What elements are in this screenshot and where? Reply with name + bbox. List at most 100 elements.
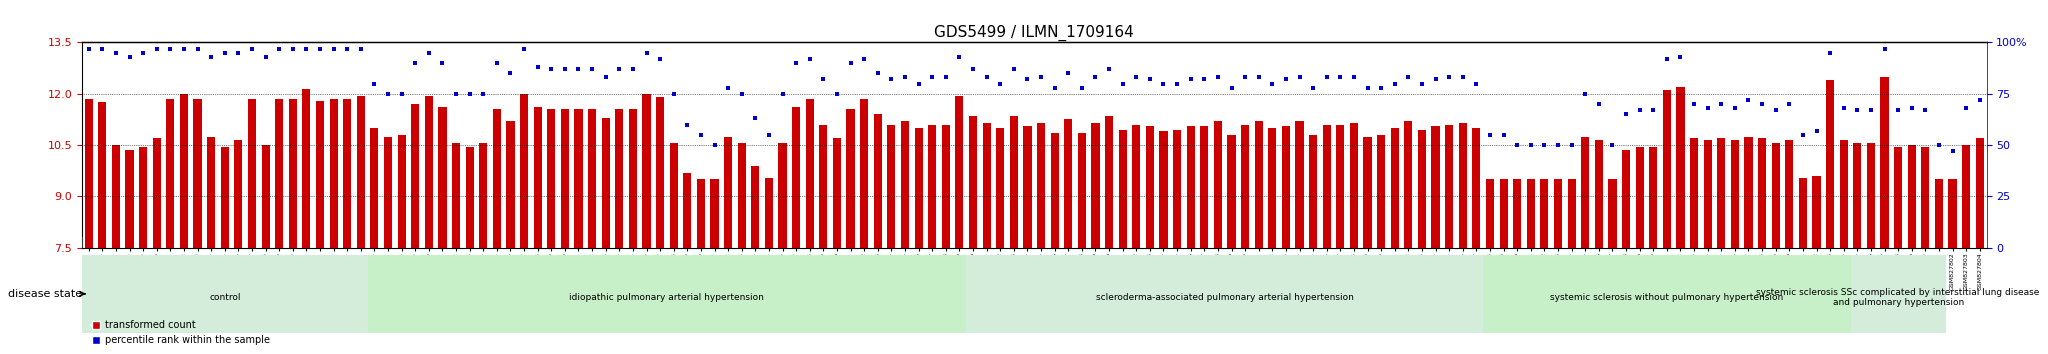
Bar — [180, 94, 188, 248]
Bar — [1894, 147, 1903, 248]
Point — [983, 81, 1016, 86]
Bar — [113, 145, 121, 248]
Bar — [874, 114, 883, 248]
Bar — [1921, 147, 1929, 248]
Point — [1012, 76, 1044, 82]
Point — [1786, 132, 1819, 138]
Bar — [1716, 138, 1724, 248]
Text: idiopathic pulmonary arterial hypertension: idiopathic pulmonary arterial hypertensi… — [569, 293, 764, 302]
Bar — [928, 125, 936, 248]
Point — [1024, 75, 1057, 80]
Point — [332, 46, 365, 51]
Point — [72, 46, 104, 51]
Point — [86, 46, 119, 51]
Bar — [233, 140, 242, 248]
Bar — [383, 137, 391, 248]
Bar — [315, 101, 324, 248]
Bar — [1241, 125, 1249, 248]
Bar — [1133, 125, 1141, 248]
Point — [915, 75, 948, 80]
Bar — [1473, 128, 1481, 248]
Bar — [274, 99, 283, 248]
Point — [1636, 107, 1669, 113]
Point — [1692, 105, 1724, 111]
Point — [1311, 75, 1343, 80]
Bar — [1391, 128, 1399, 248]
Point — [930, 75, 963, 80]
Bar — [1174, 130, 1182, 248]
Point — [1460, 81, 1493, 86]
Bar — [494, 109, 502, 248]
Point — [575, 66, 608, 72]
Point — [1405, 81, 1438, 86]
Bar — [1948, 179, 1956, 248]
Point — [942, 54, 975, 60]
Bar — [1798, 178, 1806, 248]
Point — [1841, 107, 1874, 113]
Point — [1053, 70, 1085, 76]
Point — [1133, 76, 1165, 82]
Point — [1378, 81, 1411, 86]
FancyBboxPatch shape — [1483, 255, 1851, 333]
Point — [1718, 105, 1751, 111]
Point — [1065, 85, 1098, 91]
Point — [1501, 142, 1534, 148]
Bar — [547, 109, 555, 248]
Point — [494, 70, 526, 76]
Bar — [166, 99, 174, 248]
Bar — [479, 143, 487, 248]
Bar — [1853, 143, 1862, 248]
Bar — [1268, 128, 1276, 248]
Bar — [1772, 143, 1780, 248]
Point — [862, 70, 895, 76]
Bar — [1526, 179, 1534, 248]
Point — [154, 46, 186, 51]
FancyBboxPatch shape — [967, 255, 1483, 333]
Point — [1595, 142, 1628, 148]
Point — [195, 54, 227, 60]
Bar — [1731, 140, 1739, 248]
Point — [1868, 46, 1901, 51]
Bar — [995, 128, 1004, 248]
Bar — [1567, 179, 1575, 248]
Point — [1610, 112, 1642, 117]
Bar — [1077, 133, 1085, 248]
Point — [956, 66, 989, 72]
Point — [141, 46, 174, 51]
Bar — [535, 108, 543, 248]
Point — [1677, 101, 1710, 107]
Point — [752, 132, 784, 138]
Text: control: control — [209, 293, 240, 302]
Point — [168, 46, 201, 51]
Bar — [262, 145, 270, 248]
Bar — [1595, 140, 1604, 248]
Point — [1475, 132, 1507, 138]
Bar — [954, 96, 963, 248]
Point — [672, 122, 705, 127]
Point — [1094, 66, 1126, 72]
Bar — [1704, 140, 1712, 248]
Bar — [1745, 137, 1753, 248]
Point — [1542, 142, 1575, 148]
Bar — [453, 143, 461, 248]
Point — [1651, 56, 1683, 62]
Bar — [1335, 125, 1343, 248]
Bar — [1458, 123, 1466, 248]
Bar — [1309, 135, 1317, 248]
Point — [1393, 75, 1425, 80]
Bar — [1186, 126, 1194, 248]
Point — [371, 91, 403, 97]
Bar — [344, 99, 352, 248]
Point — [1214, 85, 1247, 91]
Bar — [860, 99, 868, 248]
Point — [1337, 75, 1370, 80]
Point — [848, 56, 881, 62]
Bar — [465, 147, 473, 248]
Point — [602, 66, 635, 72]
Bar — [752, 166, 760, 248]
Point — [1255, 81, 1288, 86]
Point — [535, 66, 567, 72]
Point — [549, 66, 582, 72]
Bar — [1255, 121, 1264, 248]
FancyBboxPatch shape — [82, 255, 369, 333]
